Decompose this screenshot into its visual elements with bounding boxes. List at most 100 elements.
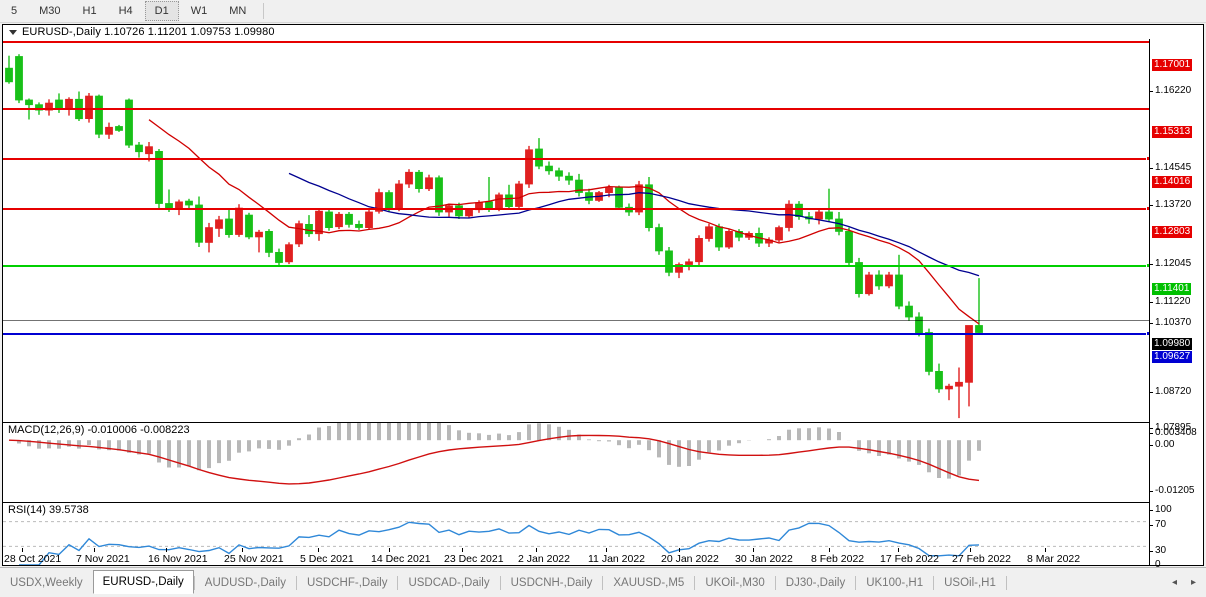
tick-label: 70 — [1155, 519, 1167, 530]
scale-tick: 1.07895 — [1150, 422, 1204, 434]
symbol-info-bar: EURUSD-,Daily 1.10726 1.11201 1.09753 1.… — [3, 25, 1203, 39]
timeframe-d1[interactable]: D1 — [144, 1, 179, 21]
tab-dj30-daily[interactable]: DJ30-,Daily — [785, 576, 846, 589]
tick-label: 0.003408 — [1155, 427, 1197, 438]
scale-tick: 70 — [1150, 519, 1204, 531]
tab-usdcad-daily[interactable]: USDCAD-,Daily — [408, 576, 490, 589]
scale-tick: 1.08720 — [1150, 386, 1204, 398]
tab-scroll-arrows[interactable]: ◂ ▸ — [1172, 577, 1206, 588]
date-tick — [898, 548, 899, 552]
tick-dash — [1150, 428, 1153, 429]
tab-divider — [855, 575, 857, 590]
tab-usdx-weekly[interactable]: USDX,Weekly — [10, 576, 83, 589]
scale-tick: 1.16220 — [1150, 85, 1204, 97]
scroll-left-icon[interactable]: ◂ — [1171, 577, 1177, 588]
tick-dash — [1150, 323, 1153, 324]
level-line-resistance[interactable] — [3, 208, 1151, 210]
price-scale[interactable]: 1.16220 1.14545 1.13720 1.12045 1.11220 1.103… — [1149, 39, 1204, 570]
price-pane[interactable] — [3, 39, 1151, 420]
tick-label: 0.00 — [1155, 439, 1175, 450]
date-tick — [462, 548, 463, 552]
level-label-marker[interactable]: 1.09627 — [1152, 351, 1193, 363]
date-tick — [536, 548, 537, 552]
scale-tick: 1.13720 — [1150, 199, 1204, 211]
tab-eurusd-daily[interactable]: EURUSD-,Daily — [92, 570, 194, 594]
scale-tick: 0 — [1150, 559, 1204, 571]
date-tick — [242, 548, 243, 552]
chart-window[interactable]: EURUSD-,Daily 1.10726 1.11201 1.09753 1.… — [2, 24, 1204, 570]
date-label: 25 Nov 2021 — [224, 553, 284, 565]
tick-label: 30 — [1155, 545, 1167, 556]
tick-label: 1.08720 — [1155, 386, 1192, 397]
chart-tabs: USDX,Weekly EURUSD-,Daily AUDUSD-,Daily USD… — [0, 567, 1206, 597]
tick-label: 100 — [1155, 504, 1172, 515]
tab-usdchf-daily[interactable]: USDCHF-,Daily — [306, 576, 388, 589]
level-line-resistance[interactable] — [3, 41, 1151, 43]
level-label-support[interactable]: 1.11401 — [1152, 283, 1192, 295]
scale-tick: 0.00 — [1150, 439, 1204, 451]
date-tick — [22, 548, 23, 552]
level-label-resistance[interactable]: 1.12803 — [1152, 226, 1193, 238]
macd-label: MACD(12,26,9) -0.010006 -0.008223 — [8, 424, 190, 436]
tick-label: 1.13720 — [1155, 199, 1192, 210]
tick-dash — [1150, 525, 1153, 526]
tick-dash — [1150, 302, 1153, 303]
timeframe-mn[interactable]: MN — [229, 5, 247, 17]
rsi-pane[interactable]: RSI(14) 39.5738 — [3, 502, 1151, 565]
scale-tick: 1.14545 — [1150, 162, 1204, 174]
macd-canvas — [8, 423, 981, 485]
level-line-support[interactable] — [3, 265, 1151, 267]
tick-dash — [1150, 264, 1153, 265]
tab-divider — [499, 575, 501, 590]
level-line-marker[interactable] — [3, 333, 1151, 335]
tab-ukoil-m30[interactable]: UKOil-,M30 — [705, 576, 765, 589]
scale-tick: 1.11220 — [1150, 296, 1204, 308]
tick-label: 1.16220 — [1155, 85, 1192, 96]
date-label: 16 Nov 2021 — [148, 553, 208, 565]
date-label: 17 Feb 2022 — [880, 553, 939, 565]
macd-pane[interactable]: MACD(12,26,9) -0.010006 -0.008223 — [3, 422, 1151, 501]
timeframe-m30[interactable]: M30 — [39, 5, 61, 17]
timeframe-h1[interactable]: H1 — [82, 5, 97, 17]
tick-label: -0.01205 — [1155, 485, 1195, 496]
level-label-resistance[interactable]: 1.15313 — [1152, 126, 1193, 138]
level-line-resistance[interactable] — [3, 158, 1151, 160]
level-label-resistance[interactable]: 1.17001 — [1152, 59, 1193, 71]
collapse-triangle-icon[interactable] — [9, 29, 17, 35]
tab-audusd-daily[interactable]: AUDUSD-,Daily — [204, 576, 286, 589]
timeframe-h4[interactable]: H4 — [118, 5, 133, 17]
scale-tick: -0.01205 — [1150, 485, 1204, 497]
tab-divider — [774, 575, 776, 590]
tab-divider — [602, 575, 604, 590]
tick-dash — [1150, 551, 1153, 552]
tab-usoil-h1[interactable]: USOil-,H1 — [944, 576, 996, 589]
tick-label: 1.12045 — [1155, 258, 1192, 269]
date-tick — [829, 548, 830, 552]
date-label: 23 Dec 2021 — [444, 553, 504, 565]
tab-divider — [1005, 575, 1007, 590]
level-line-resistance[interactable] — [3, 108, 1151, 110]
tick-label: 1.14545 — [1155, 162, 1192, 173]
tab-divider — [193, 575, 195, 590]
tick-label: 1.11220 — [1155, 296, 1191, 307]
scroll-right-icon[interactable]: ▸ — [1190, 577, 1196, 588]
level-label-resistance[interactable]: 1.14016 — [1152, 176, 1193, 188]
rsi-canvas — [3, 521, 1151, 565]
tab-divider — [694, 575, 696, 590]
timeframe-w1[interactable]: W1 — [190, 5, 208, 17]
tick-dash — [1150, 510, 1153, 511]
tick-dash — [1150, 168, 1153, 169]
tab-divider — [295, 575, 297, 590]
date-label: 27 Feb 2022 — [952, 553, 1011, 565]
timeframe-5[interactable]: 5 — [11, 5, 18, 17]
toolbar-divider — [263, 3, 265, 19]
tab-usdcnh-daily[interactable]: USDCNH-,Daily — [510, 576, 593, 589]
tab-xauusd-m5[interactable]: XAUUSD-,M5 — [613, 576, 685, 589]
tick-dash — [1150, 433, 1153, 434]
date-label: 11 Jan 2022 — [588, 553, 646, 565]
date-tick — [389, 548, 390, 552]
tab-uk100-h1[interactable]: UK100-,H1 — [866, 576, 924, 589]
tick-label: 0 — [1155, 559, 1161, 570]
date-tick — [753, 548, 754, 552]
